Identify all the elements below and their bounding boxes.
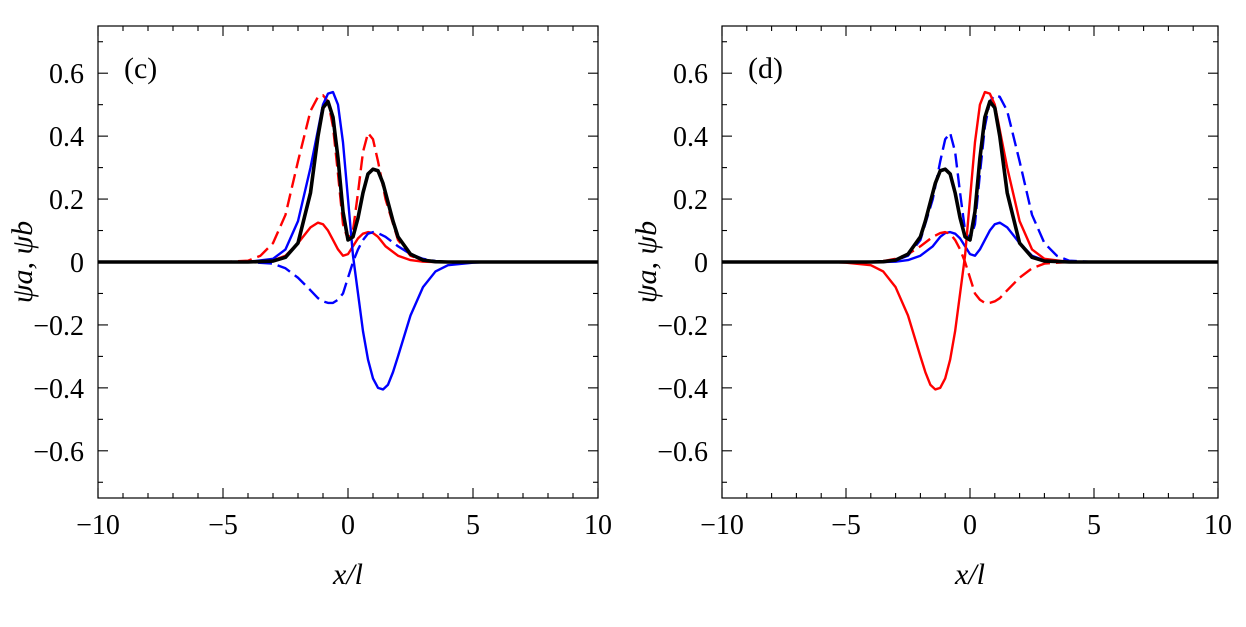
series-line-2 — [98, 90, 598, 391]
x-tick-label: −5 — [831, 510, 861, 541]
series-line-2 — [722, 90, 1218, 391]
y-axis-label: ψa, ψb — [6, 221, 39, 303]
panel-1: −10 −5 0 5 10 −0.6 −0.4 −0.2 0 0.2 0.4 0.6 x/l ψa, ψb… — [630, 25, 1232, 591]
x-tick-label: −10 — [76, 510, 120, 541]
x-tick-label: −5 — [208, 510, 238, 541]
y-tick-label: 0.4 — [673, 122, 708, 153]
x-tick-label: −10 — [700, 510, 744, 541]
panel-label: (d) — [748, 52, 783, 85]
y-tick-label: 0 — [694, 248, 708, 279]
series-line-1 — [98, 221, 598, 264]
x-tick-label: 5 — [1087, 510, 1101, 541]
x-tick-label: 10 — [584, 510, 612, 541]
x-axis-label: x/l — [332, 558, 363, 591]
series-line-3 — [98, 230, 598, 305]
y-axis-label: ψa, ψb — [630, 221, 663, 303]
x-axis-label: x/l — [954, 558, 985, 591]
y-tick-label: −0.4 — [33, 374, 84, 405]
panel-label: (c) — [124, 52, 157, 85]
y-tick-label: 0.4 — [49, 122, 84, 153]
y-tick-label: 0 — [70, 248, 84, 279]
x-tick-label: 0 — [341, 510, 355, 541]
series-line-4 — [722, 99, 1218, 264]
series-line-1 — [722, 221, 1218, 264]
y-tick-label: 0.6 — [49, 59, 84, 90]
panel-0: −10 −5 0 5 10 −0.6 −0.4 −0.2 0 0.2 0.4 0.6 x/l ψa, ψb… — [6, 25, 612, 591]
x-tick-label: 5 — [466, 510, 480, 541]
series-line-3 — [722, 230, 1218, 305]
y-tick-label: −0.2 — [33, 311, 84, 342]
y-tick-label: 0.2 — [49, 185, 84, 216]
y-tick-label: −0.6 — [657, 437, 708, 468]
x-tick-label: 10 — [1204, 510, 1232, 541]
y-tick-label: −0.4 — [657, 374, 708, 405]
y-tick-label: 0.6 — [673, 59, 708, 90]
y-tick-label: 0.2 — [673, 185, 708, 216]
curves — [722, 90, 1218, 391]
x-tick-label: 0 — [963, 510, 977, 541]
y-tick-label: −0.6 — [33, 437, 84, 468]
curves — [98, 90, 598, 391]
y-tick-label: −0.2 — [657, 311, 708, 342]
series-line-4 — [98, 99, 598, 264]
